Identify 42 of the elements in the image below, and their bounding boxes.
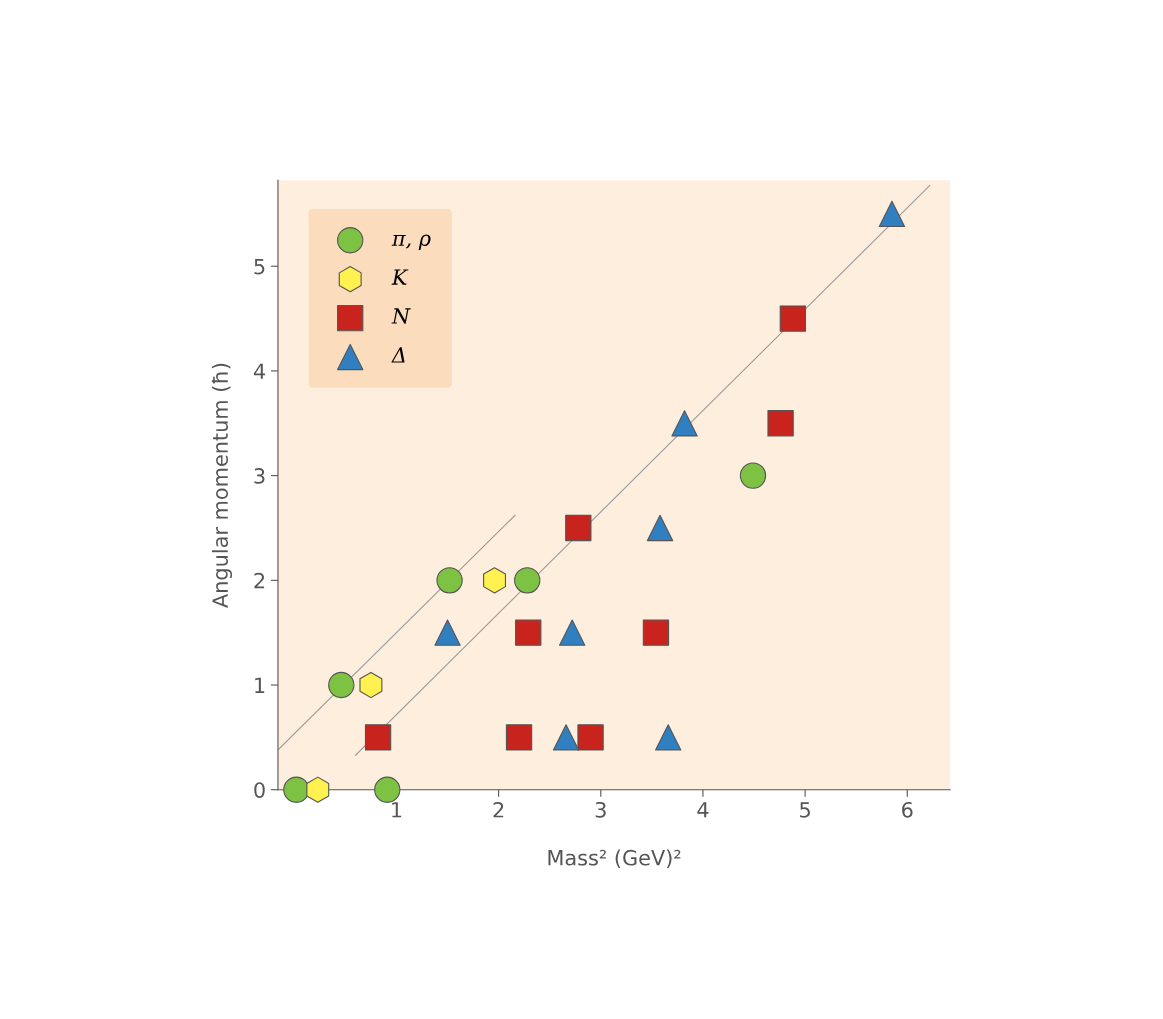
point [642,619,670,646]
y-tick-label: 3 [254,468,265,484]
point [483,567,507,594]
point [505,724,533,751]
legend-label: N [391,308,411,324]
point [359,671,383,699]
point [283,776,310,803]
point [565,514,592,542]
x-tick-label: 1 [392,802,402,818]
point [514,567,541,594]
x-tick-label: 5 [800,802,810,818]
point [552,724,580,751]
x-axis-title: Mass² (GeV)² [548,849,681,869]
y-axis-title: Angular momentum (ħ) [211,363,233,608]
x-tick-label: 6 [902,801,913,818]
point [739,462,767,489]
point [328,671,355,699]
point [646,514,674,542]
legend-label: K [391,269,409,285]
point [878,200,906,228]
point [306,776,330,803]
x-tick-label: 3 [595,801,606,818]
point [671,410,698,437]
legend-label: π, ρ [391,234,431,251]
legend-label: Δ [391,347,405,363]
y-tick-label: 1 [255,677,265,693]
y-tick-label: 4 [253,363,265,379]
point [374,776,401,803]
y-tick-label: 0 [254,782,265,798]
point [436,567,463,594]
point [364,724,392,751]
point [577,724,604,751]
point [434,619,461,646]
y-tick-label: 5 [254,258,265,275]
point [655,724,682,751]
point [515,619,542,646]
y-tick-label: 2 [254,572,265,589]
point [779,305,807,332]
point [559,619,586,646]
x-tick-label: 2 [493,801,504,818]
point [767,410,794,437]
x-tick-label: 4 [697,802,709,818]
